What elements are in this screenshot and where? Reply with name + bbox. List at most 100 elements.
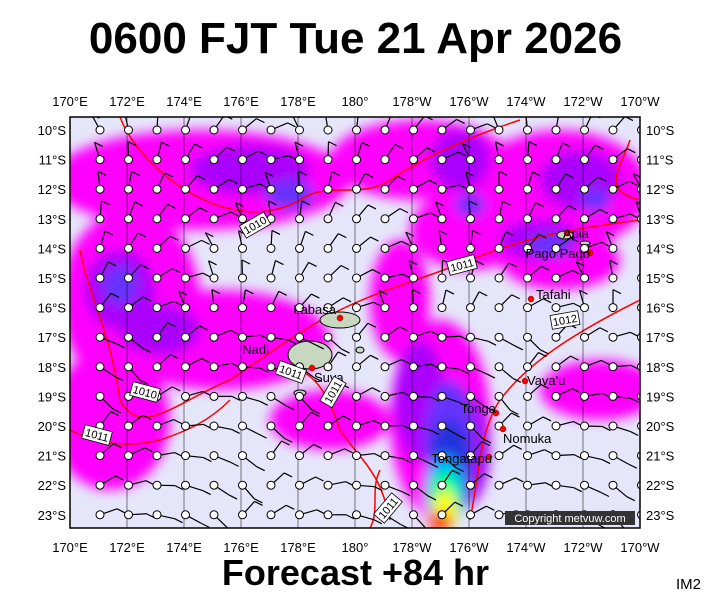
wind-station: [238, 273, 247, 283]
wind-station: [95, 243, 105, 253]
lat-label-right: 21°S: [646, 449, 675, 464]
wind-station: [152, 362, 162, 372]
lat-label-left: 12°S: [38, 182, 67, 197]
wind-station: [238, 303, 247, 313]
lon-label-top: 176°E: [223, 94, 259, 109]
wind-station: [152, 451, 162, 461]
place-label: Apia: [563, 226, 590, 241]
wind-station: [494, 332, 504, 342]
wind-station: [437, 510, 447, 520]
place-marker: [563, 229, 571, 237]
wind-station: [152, 510, 162, 520]
wind-station: [124, 480, 133, 490]
wind-station: [209, 421, 219, 431]
wind-station: [466, 125, 475, 135]
wind-station: [209, 243, 219, 253]
wind-station: [295, 480, 304, 490]
wind-station: [608, 125, 618, 135]
wind-station: [295, 510, 304, 520]
isobar-label: 1011: [373, 492, 403, 524]
place-label: Tafahi: [536, 287, 571, 302]
place-marker: [521, 377, 529, 385]
wind-station: [238, 184, 247, 194]
wind-station: [352, 214, 361, 224]
copyright: Copyright metvuw.com: [514, 513, 625, 525]
wind-station: [523, 421, 532, 431]
wind-station: [580, 243, 589, 253]
wind-station: [152, 303, 162, 313]
wind-station: [637, 184, 640, 194]
wind-station: [437, 332, 447, 342]
wind-station: [523, 273, 532, 283]
wind-station: [494, 362, 504, 372]
wind-station: [209, 391, 219, 401]
wind-station: [181, 303, 190, 313]
isobar-label: 1010: [129, 381, 161, 403]
wind-station: [437, 451, 447, 461]
wind-station: [238, 125, 247, 135]
wind-station: [323, 214, 333, 224]
wind-station: [466, 480, 475, 490]
wind-station: [523, 155, 532, 165]
wind-station: [580, 303, 589, 313]
wind-station: [209, 273, 219, 283]
wind-station: [352, 421, 361, 431]
wind-station: [352, 480, 361, 490]
map-title: 0600 FJT Tue 21 Apr 2026: [88, 14, 623, 63]
wind-station: [466, 510, 475, 520]
lon-label-bottom: 170°W: [620, 540, 660, 555]
place-marker: [499, 425, 507, 433]
lat-label-left: 20°S: [38, 419, 67, 434]
wind-station: [124, 155, 133, 165]
wind-station: [409, 362, 418, 372]
wind-station: [437, 391, 447, 401]
wind-station: [209, 362, 219, 372]
wind-station: [266, 303, 276, 313]
place-label: Pago Pago: [526, 246, 590, 261]
wind-station: [494, 510, 504, 520]
wind-station: [523, 332, 532, 342]
lat-label-left: 11°S: [39, 153, 67, 168]
wind-station: [551, 451, 561, 461]
wind-station: [266, 273, 276, 283]
wind-station: [238, 510, 247, 520]
wind-station: [152, 184, 162, 194]
lon-label-top: 172°E: [109, 94, 145, 109]
wind-station: [580, 184, 589, 194]
wind-station: [409, 303, 418, 313]
wind-station: [437, 125, 447, 135]
wind-station: [181, 332, 190, 342]
wind-station: [95, 125, 105, 135]
wind-station: [551, 480, 561, 490]
wind-station: [295, 303, 304, 313]
wind-station: [238, 332, 247, 342]
wind-station: [181, 184, 190, 194]
wind-station: [95, 303, 105, 313]
wind-station: [181, 451, 190, 461]
wind-station: [209, 214, 219, 224]
wind-station: [124, 184, 133, 194]
lon-label-bottom: 176°W: [449, 540, 489, 555]
wind-station: [494, 451, 504, 461]
svg-text:1011: 1011: [449, 257, 475, 275]
wind-station: [124, 243, 133, 253]
wind-station: [323, 184, 333, 194]
wind-station: [152, 273, 162, 283]
wind-station: [95, 332, 105, 342]
wind-station: [409, 421, 418, 431]
lat-label-right: 17°S: [646, 330, 675, 345]
place-label: Labasa: [293, 302, 336, 317]
wind-station: [323, 125, 333, 135]
wind-station: [209, 480, 219, 490]
lat-label-left: 17°S: [38, 330, 67, 345]
wind-station: [152, 214, 162, 224]
wind-station: [494, 273, 504, 283]
wind-station: [409, 273, 418, 283]
wind-station: [95, 155, 105, 165]
place-label: Vava'u: [527, 373, 565, 388]
wind-station: [266, 510, 276, 520]
lon-label-top: 174°W: [506, 94, 546, 109]
wind-station: [295, 273, 304, 283]
lat-label-left: 23°S: [38, 508, 67, 523]
